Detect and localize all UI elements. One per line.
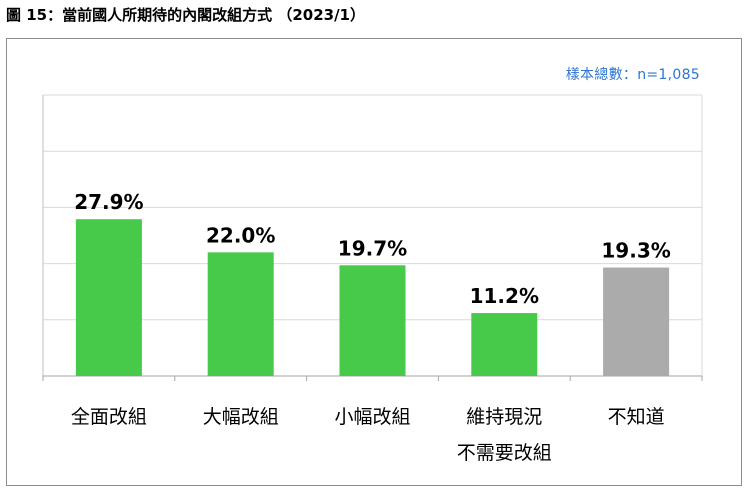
sample-size-note: 樣本總數：n=1,085 bbox=[565, 67, 700, 83]
bar bbox=[603, 267, 670, 376]
value-label: 22.0% bbox=[206, 223, 275, 247]
category-label: 維持現況不需要改組 bbox=[457, 406, 552, 464]
value-label: 27.9% bbox=[74, 190, 143, 214]
category-labels: 全面改組 大幅改組 小幅改組 維持現況不需要改組 不知道 bbox=[71, 406, 665, 464]
chart-frame bbox=[6, 38, 742, 486]
bar bbox=[471, 313, 538, 376]
category-label: 大幅改組 bbox=[203, 406, 279, 428]
category-label: 全面改組 bbox=[71, 406, 147, 428]
value-label: 19.3% bbox=[601, 239, 670, 263]
bar bbox=[207, 252, 274, 376]
value-labels: 27.9% 22.0% 19.7% 11.2% 19.3% bbox=[74, 190, 671, 308]
category-label: 小幅改組 bbox=[334, 406, 410, 428]
figure-title: 圖 15：當前國人所期待的內閣改組方式 （2023/1） bbox=[6, 6, 365, 24]
bars bbox=[75, 219, 670, 376]
value-label: 19.7% bbox=[338, 236, 407, 260]
bar bbox=[339, 265, 406, 376]
category-label: 不知道 bbox=[608, 406, 665, 428]
value-label: 11.2% bbox=[470, 284, 539, 308]
bar bbox=[75, 219, 142, 376]
